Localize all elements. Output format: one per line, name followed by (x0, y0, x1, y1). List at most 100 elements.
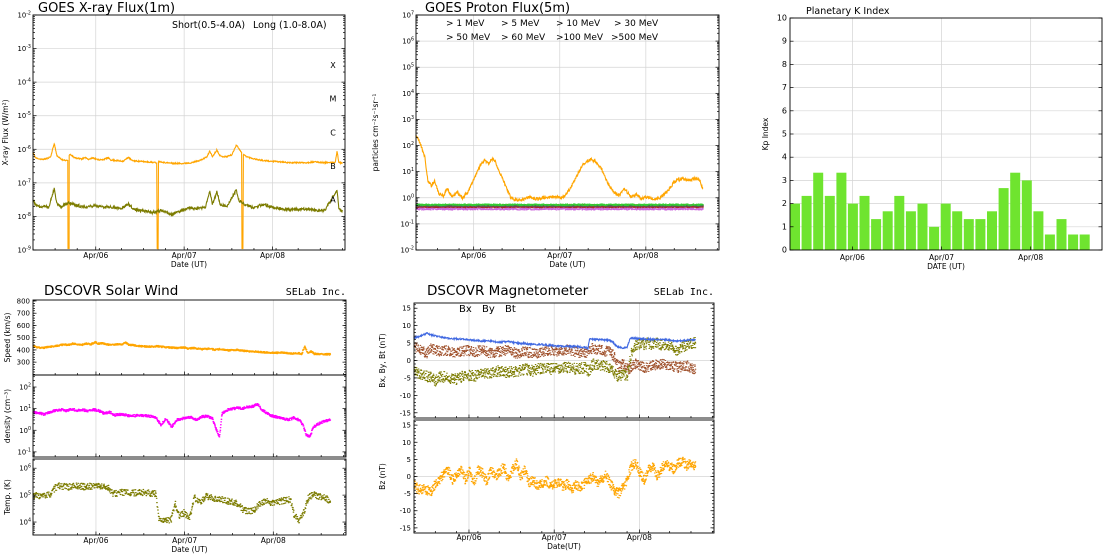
y-tick-label: 107 (402, 11, 414, 20)
x-axis-label: Date(UT) (547, 542, 581, 551)
legend-item: > 1 MeV (446, 19, 485, 29)
x-tick-label: Apr/08 (260, 251, 285, 260)
plot-border (32, 14, 346, 251)
series-mag-bz (413, 456, 697, 499)
y-tick-label: 10-9 (18, 246, 31, 255)
y-tick-label: 101 (19, 404, 31, 413)
y-tick-label: 10-1 (401, 219, 414, 228)
kp-bar (790, 203, 800, 250)
chart-goes-xray-canvas: 10-2 10-3 10-4 10-5 10-6 10-7 10-8 10-9 X M C B A X-r… (1, 1, 346, 269)
y-tick-label: 2 (782, 199, 787, 208)
y-tick-label: 5 (782, 130, 787, 139)
y-tick-label: 10-2 (401, 246, 414, 255)
y-tick-label: 300 (17, 359, 30, 367)
series-sw-temp (32, 482, 332, 524)
y-tick-label: 105 (19, 491, 31, 500)
y-axis-label: density (cm⁻³) (3, 389, 12, 443)
y-tick-label: 15 (402, 305, 411, 313)
kp-bar (1056, 219, 1067, 250)
y-tick-label: 10-2 (18, 11, 31, 20)
x-tick-label: Apr/08 (1018, 253, 1043, 262)
flare-class-label: C (330, 128, 336, 137)
chart-dscovr-solarwind-title: DSCOVR Solar Wind (44, 283, 178, 299)
x-tick-label: Apr/07 (542, 533, 567, 542)
y-tick-label: 10 (777, 14, 787, 23)
y-tick-label: 700 (17, 310, 30, 318)
series-proton-500mev (415, 207, 704, 211)
kp-bar (836, 172, 847, 250)
series-proton-60mev (415, 203, 704, 207)
plot-border (32, 374, 347, 458)
kp-bar (801, 195, 812, 250)
y-axis-label: particles cm⁻²s⁻¹sr⁻¹ (371, 94, 380, 172)
kp-bar (929, 226, 940, 250)
y-tick-label: 100 (402, 193, 414, 202)
y-tick-label: -15 (400, 524, 411, 532)
y-tick-label: 0 (407, 357, 411, 365)
y-tick-label: 4 (782, 153, 787, 162)
y-tick-label: 0 (782, 246, 787, 255)
x-tick-label: Apr/07 (929, 253, 954, 262)
series-proton-1mev (415, 134, 704, 203)
y-tick-label: 10-5 (18, 111, 31, 120)
series-kp-bars (790, 172, 1090, 250)
kp-bar (940, 203, 951, 250)
plot-border (415, 14, 720, 251)
legend-item: >100 MeV (556, 33, 604, 43)
x-tick-label: Apr/06 (456, 533, 481, 542)
y-tick-label: 10 (402, 439, 411, 447)
y-axis-label: Kp Index (761, 117, 770, 150)
plot-border (32, 458, 347, 536)
legend-item: >500 MeV (611, 33, 659, 43)
series-sw-density (32, 402, 332, 438)
chart-kp-index-canvas: 0 1 2 3 4 5 6 7 8 9 10 Kp Index Apr/06 Apr/07 Apr/08 DA… (761, 6, 1103, 271)
y-tick-label: 100 (19, 426, 31, 435)
legend-item: > 30 MeV (614, 19, 659, 29)
watermark-selab: SELab Inc. (654, 287, 714, 298)
legend-item: Short(0.5-4.0A) (172, 20, 245, 31)
x-axis-label: DATE (UT) (927, 262, 965, 271)
kp-bar (905, 211, 916, 250)
kp-bar (859, 195, 870, 250)
y-tick-label: 106 (402, 37, 414, 46)
x-axis-label: Date (UT) (549, 260, 585, 269)
series-xray-long (32, 142, 343, 250)
y-tick-label: -10 (400, 392, 411, 400)
kp-bar (987, 211, 997, 250)
y-tick-label: 10-3 (18, 44, 31, 53)
kp-bar (1033, 211, 1044, 250)
y-tick-label: 10-6 (18, 145, 31, 154)
kp-bar (824, 195, 835, 250)
flare-class-label: A (330, 195, 336, 204)
chart-dscovr-solarwind: 300 400 500 600 700 800 Speed (km/s) 102 101 100 1… (0, 280, 371, 559)
kp-bar (975, 219, 986, 250)
y-tick-label: 9 (782, 37, 787, 46)
watermark-selab: SELab Inc. (286, 287, 346, 298)
y-tick-label: 102 (19, 383, 31, 392)
legend-item: > 10 MeV (556, 19, 601, 29)
y-tick-label: 1 (782, 222, 787, 231)
x-tick-label: Apr/06 (83, 536, 108, 545)
y-tick-label: 101 (402, 167, 414, 176)
legend-item: Long (1.0-8.0A) (253, 20, 327, 31)
kp-bar (1079, 234, 1090, 250)
y-tick-label: 10-7 (18, 178, 31, 187)
series-xray-short (32, 187, 343, 217)
x-tick-label: Apr/07 (547, 251, 572, 260)
y-tick-label: 10-1 (18, 447, 31, 456)
chart-dscovr-mag-canvas: -15 -10 -5 0 5 10 15 Bx, By, Bt (nT) -15 -10 -5 0 5 1… (378, 283, 715, 551)
x-tick-label: Apr/06 (461, 251, 486, 260)
y-tick-label: 600 (17, 322, 30, 330)
y-tick-label: 104 (19, 518, 31, 527)
y-tick-label: 3 (782, 176, 787, 185)
x-tick-label: Apr/08 (633, 251, 658, 260)
y-tick-label: 104 (402, 89, 414, 98)
chart-dscovr-mag-title: DSCOVR Magnetometer (427, 283, 589, 299)
kp-bar (917, 203, 928, 250)
plot-border (32, 299, 347, 376)
y-tick-label: 800 (17, 297, 30, 305)
chart-kp-index-title: Planetary K Index (806, 6, 890, 17)
y-tick-label: -15 (400, 409, 411, 417)
kp-bar (813, 172, 824, 250)
kp-bar (1021, 180, 1032, 250)
